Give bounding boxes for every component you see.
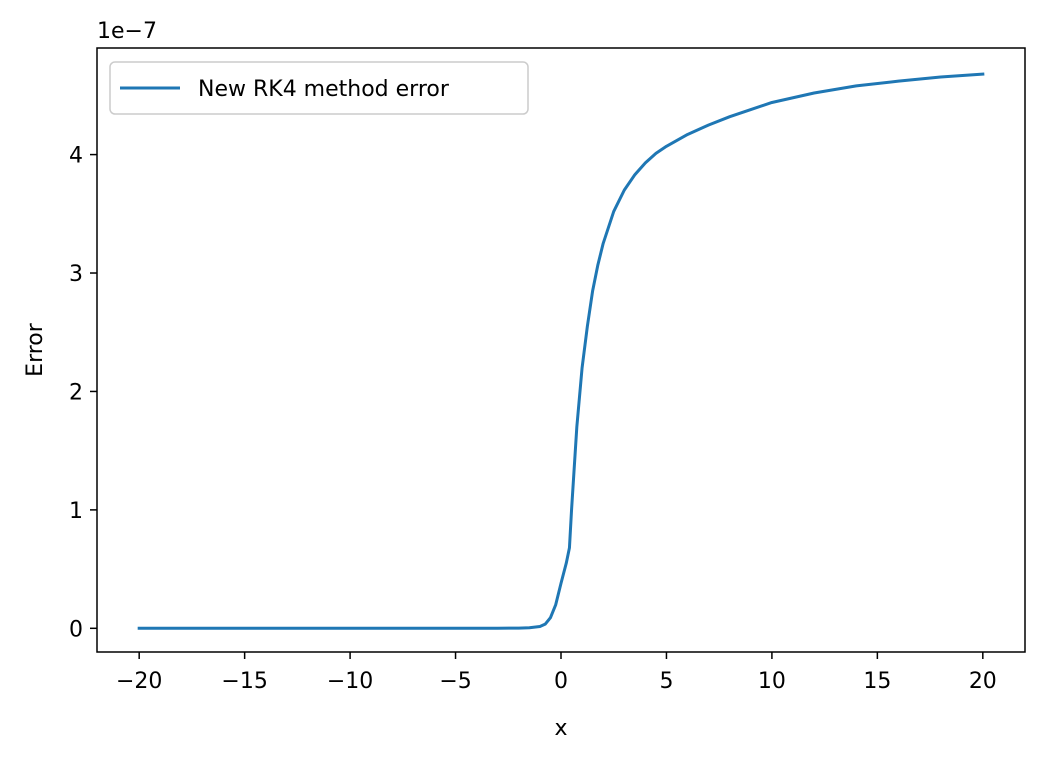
x-tick-label: 10 <box>758 669 786 694</box>
legend-label: New RK4 method error <box>198 77 450 102</box>
x-tick-label: 0 <box>554 669 568 694</box>
x-tick-label: 5 <box>659 669 673 694</box>
x-tick-label: −20 <box>116 669 162 694</box>
y-tick-label: 1 <box>69 499 83 524</box>
x-tick-label: 20 <box>969 669 997 694</box>
y-tick-label: 3 <box>69 262 83 287</box>
y-tick-label: 0 <box>69 617 83 642</box>
x-tick-label: 15 <box>863 669 891 694</box>
plot-area: −20 −15 −10 −5 0 5 10 15 20 0 1 2 3 4 New RK4 method e… <box>69 47 1026 694</box>
x-axis-label: x <box>554 716 567 741</box>
x-tick-label: −5 <box>439 669 471 694</box>
y-axis-label: Error <box>23 322 48 377</box>
y-tick-label: 2 <box>69 380 83 405</box>
y-axis-offset-text: 1e−7 <box>97 19 157 44</box>
x-tick-label: −10 <box>327 669 373 694</box>
x-tick-label: −15 <box>221 669 267 694</box>
series-line-0 <box>137 72 985 630</box>
legend-box <box>109 61 529 115</box>
y-tick-label: 4 <box>69 144 83 169</box>
